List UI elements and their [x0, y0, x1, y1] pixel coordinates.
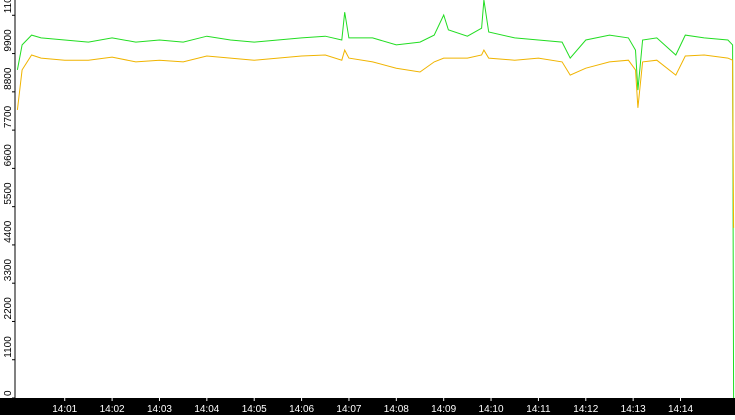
x-axis-band — [0, 398, 735, 415]
x-tick-label: 14:02 — [100, 404, 125, 415]
x-tick-label: 14:08 — [384, 404, 409, 415]
x-tick-label: 14:04 — [194, 404, 219, 415]
y-tick-label: 7700 — [3, 105, 14, 128]
y-tick-label: 6600 — [3, 144, 14, 167]
x-tick-label: 14:12 — [573, 404, 598, 415]
x-tick-label: 14:01 — [52, 404, 77, 415]
y-tick-label: 9900 — [3, 29, 14, 52]
series-line — [16, 48, 735, 228]
y-tick-label: 4400 — [3, 220, 14, 243]
x-tick-label: 14:07 — [336, 404, 361, 415]
y-tick-label: 1100 — [3, 336, 14, 358]
x-tick-label: 14:09 — [431, 404, 456, 415]
y-tick-label: 0 — [3, 390, 14, 396]
x-tick-label: 14:10 — [479, 404, 504, 415]
x-tick-label: 14:06 — [289, 404, 314, 415]
y-tick-label: 3300 — [3, 259, 14, 282]
x-tick-label: 14:05 — [242, 404, 267, 415]
x-tick-label: 14:14 — [668, 404, 693, 415]
y-tick-label: 8800 — [3, 67, 14, 90]
x-tick-label: 14:11 — [526, 404, 551, 415]
y-tick-label: 5500 — [3, 182, 14, 205]
y-tick-label: 2200 — [3, 297, 14, 320]
y-tick-label: 11001 — [3, 0, 14, 13]
series-line — [16, 0, 735, 399]
x-tick-label: 14:03 — [147, 404, 172, 415]
x-tick-label: 14:13 — [621, 404, 646, 415]
